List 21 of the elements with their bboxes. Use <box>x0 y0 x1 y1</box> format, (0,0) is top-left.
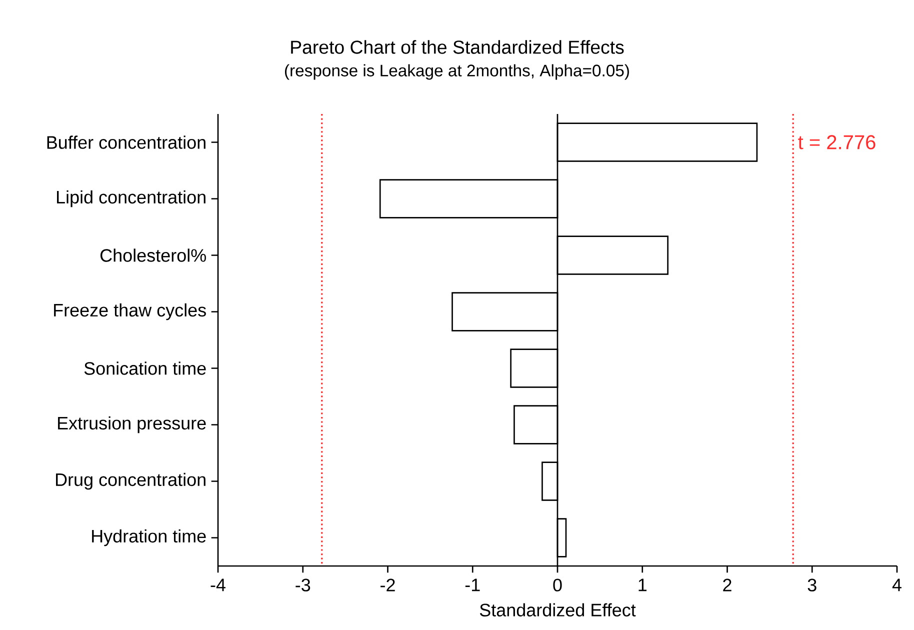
chart-subtitle: (response is Leakage at 2months, Alpha=0.05) <box>285 64 629 80</box>
y-tick-label: Sonication time <box>84 362 206 375</box>
y-tick-label: Cholesterol% <box>100 248 206 262</box>
y-tick-label: Extrusion pressure <box>58 416 206 434</box>
y-tick-label: Hydration time <box>92 529 206 546</box>
x-tick-label: 0 <box>553 578 562 592</box>
x-tick-label: -2 <box>380 578 395 592</box>
x-tick-label: 3 <box>808 578 816 592</box>
x-axis-title: Standardized Effect <box>480 603 636 616</box>
x-tick-label: -3 <box>296 578 310 592</box>
y-tick-label: Buffer concentration <box>47 136 206 149</box>
x-tick-label: -4 <box>210 578 226 592</box>
chart-title: Pareto Chart of the Standardized Effects <box>291 40 624 54</box>
y-tick-label: Freeze thaw cycles <box>54 303 206 320</box>
y-tick-label: Lipid concentration <box>57 190 206 208</box>
ref-line-label: t = 2.776 <box>798 135 876 150</box>
x-tick-label: 1 <box>638 578 646 592</box>
x-tick-label: -1 <box>465 578 480 592</box>
x-tick-label: 2 <box>723 578 732 592</box>
x-tick-label: 4 <box>892 578 902 592</box>
y-tick-label: Drug concentration <box>56 472 206 490</box>
